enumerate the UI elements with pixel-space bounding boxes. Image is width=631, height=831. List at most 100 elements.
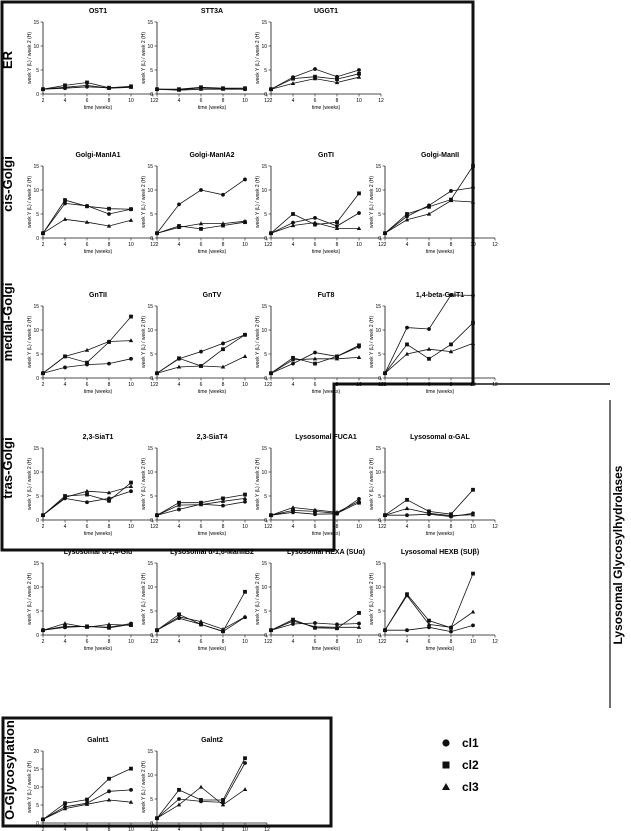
data-point-cl3 <box>62 216 68 221</box>
x-tick-label: 2 <box>270 382 273 388</box>
data-point-cl1 <box>107 212 111 216</box>
chart-panel-gntv: GnTV 0 5 10 15 2 4 6 8 10 12 time (weeks) week Y (L)… <box>141 292 270 395</box>
data-point-cl3 <box>470 199 476 204</box>
x-tick-label: 6 <box>200 524 203 530</box>
x-tick-label: 6 <box>200 639 203 645</box>
x-tick-label: 12 <box>264 382 270 388</box>
x-tick-label: 4 <box>64 382 67 388</box>
y-tick-label: 15 <box>33 561 39 567</box>
data-point-cl2 <box>129 207 133 212</box>
y-tick-label: 5 <box>36 352 39 358</box>
data-point-cl1 <box>291 622 295 626</box>
section-label-cis-golgi: cis-Golgi <box>0 156 15 212</box>
data-point-cl3 <box>40 512 46 517</box>
o-glycosylation-frame <box>1 716 333 828</box>
y-tick-label: 15 <box>261 304 267 310</box>
data-point-cl3 <box>334 625 340 629</box>
x-tick-label: 8 <box>222 98 225 104</box>
data-point-cl3 <box>40 86 46 91</box>
data-point-cl2 <box>199 798 203 802</box>
y-tick-label: 15 <box>147 446 153 452</box>
data-point-cl3 <box>268 512 274 517</box>
y-tick-label: 10 <box>261 188 267 194</box>
chart-panel-2-3-siat4: 2,3-SiaT4 0 5 10 15 2 4 6 8 10 12 time (weeks) week … <box>141 434 270 537</box>
legend-item-cl2: cl2 <box>442 758 479 772</box>
x-tick-label: 2 <box>384 524 387 530</box>
chart-panel-1-4-beta-galt1: 1,4-beta-GalT1 0 5 10 15 2 4 6 8 10 12 time (weeks)… <box>369 292 498 395</box>
x-tick-label: 4 <box>292 98 295 104</box>
data-point-cl2 <box>335 354 339 359</box>
y-axis-label: week Y (L) / week 2 (H) <box>141 32 147 84</box>
x-tick-label: 6 <box>428 639 431 645</box>
data-point-cl3 <box>242 354 248 358</box>
data-point-cl2 <box>63 624 67 629</box>
x-axis-label: time (weeks) <box>312 531 341 537</box>
data-point-cl3 <box>268 230 274 235</box>
chart-panel-uggt1: UGGT1 0 5 10 15 2 4 6 8 10 12 time (weeks) week Y (L… <box>255 8 384 111</box>
data-point-cl1 <box>199 349 203 354</box>
data-point-cl1 <box>405 628 409 633</box>
y-tick-label: 0 <box>150 633 153 639</box>
chart-panel-galnt2: Galnt205101524681012time (weeks)week Y (… <box>141 737 270 831</box>
data-point-cl3 <box>220 221 226 226</box>
x-tick-label: 10 <box>356 639 362 645</box>
x-tick-label: 12 <box>492 639 498 645</box>
x-tick-label: 10 <box>128 639 134 645</box>
y-tick-label: 5 <box>378 352 381 358</box>
data-point-cl1 <box>63 365 67 370</box>
chart-title: Golgi-ManIA2 <box>189 152 234 159</box>
chart-title: Lysosomal α-GAL <box>410 434 470 441</box>
x-axis-label: time (weeks) <box>84 646 113 652</box>
data-point-cl2 <box>243 492 247 497</box>
y-tick-label: 15 <box>147 20 153 26</box>
x-tick-label: 8 <box>222 242 225 248</box>
x-tick-label: 12 <box>150 98 156 104</box>
data-point-cl3 <box>290 618 296 623</box>
data-point-cl3 <box>154 86 160 91</box>
x-tick-label: 4 <box>292 242 295 248</box>
y-tick-label: 0 <box>378 518 381 524</box>
chart-title: Golgi-ManII <box>421 152 459 159</box>
data-point-cl3 <box>176 502 182 507</box>
x-tick-label: 2 <box>42 382 45 388</box>
data-point-cl3 <box>84 801 90 806</box>
data-point-cl1 <box>85 500 89 505</box>
x-tick-label: 12 <box>264 827 270 831</box>
x-tick-label: 12 <box>150 242 156 248</box>
data-point-cl1 <box>129 787 133 792</box>
data-point-cl2 <box>221 798 225 802</box>
x-tick-label: 12 <box>378 242 384 248</box>
section-label-lysosomal: Lysosomal Glycosylhydrolases <box>611 465 625 644</box>
data-point-cl3 <box>62 495 68 500</box>
data-point-cl3 <box>290 505 296 510</box>
y-tick-label: 5 <box>378 494 381 500</box>
y-axis-label: week Y (L) / week 2 (H) <box>141 176 147 228</box>
data-point-cl2 <box>221 223 225 228</box>
data-point-cl3 <box>154 230 160 235</box>
data-point-cl2 <box>291 212 295 216</box>
y-tick-label: 5 <box>150 797 153 803</box>
y-tick-label: 0 <box>378 376 381 382</box>
data-point-cl3 <box>242 614 248 619</box>
x-tick-label: 2 <box>42 639 45 645</box>
data-point-cl2 <box>291 508 295 513</box>
chart-panel-fut8: FuT8 0 5 10 15 2 4 6 8 10 12 time (weeks) week Y (L)… <box>255 292 384 395</box>
x-axis-label: time (weeks) <box>84 531 113 537</box>
x-axis-label: time (weeks) <box>198 531 227 537</box>
x-tick-label: 6 <box>428 242 431 248</box>
data-point-cl3 <box>198 221 204 226</box>
x-tick-label: 12 <box>264 242 270 248</box>
x-tick-label: 2 <box>270 98 273 104</box>
x-tick-label: 8 <box>108 524 111 530</box>
data-point-cl1 <box>243 499 247 504</box>
x-tick-label: 12 <box>264 98 270 104</box>
data-point-cl2 <box>313 222 317 227</box>
data-point-cl2 <box>313 361 317 366</box>
chart-panel-ost1: OST1 0 5 10 15 2 4 6 8 10 12 time (weeks) week Y (L)… <box>27 8 156 111</box>
x-tick-label: 6 <box>86 242 89 248</box>
data-point-cl2 <box>405 342 409 347</box>
data-point-cl3 <box>448 349 454 354</box>
data-point-cl3 <box>128 217 134 222</box>
y-tick-label: 10 <box>261 585 267 591</box>
x-tick-label: 10 <box>242 524 248 530</box>
